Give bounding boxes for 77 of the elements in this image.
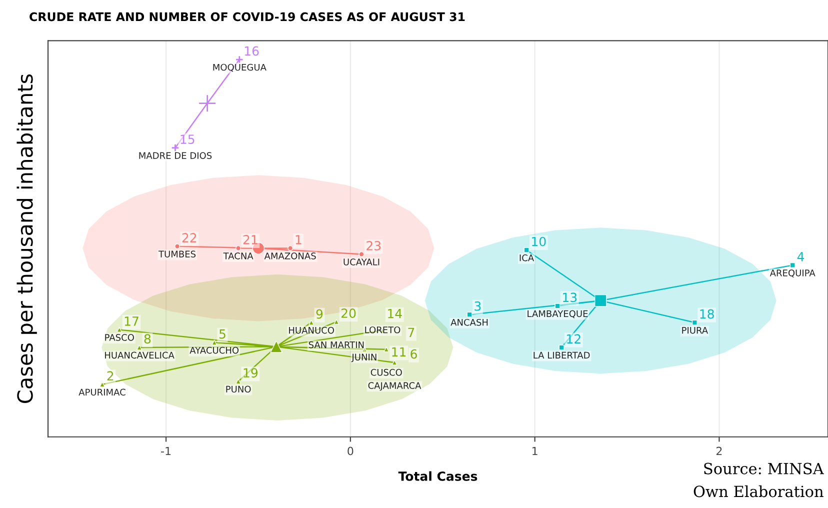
point (466, 312, 472, 318)
chart-title: CRUDE RATE AND NUMBER OF COVID-19 CASES AS OF AUGUST 31 (30, 12, 465, 22)
annotation: 18 (700, 309, 714, 319)
annotation: CAJAMARCA (368, 382, 422, 391)
point (392, 360, 398, 366)
annotation: 13 (563, 292, 577, 302)
annotation: 2 (107, 371, 114, 380)
annotation: 14 (388, 309, 402, 318)
x-tick-label: 1 (532, 446, 538, 456)
annotation: 22 (182, 233, 196, 242)
point (334, 319, 340, 325)
point (236, 245, 242, 251)
annotation: HUANUCO (289, 326, 334, 334)
annotation: 19 (244, 368, 258, 378)
annotation: AREQUIPA (770, 270, 816, 278)
point (594, 294, 607, 307)
point (692, 320, 698, 326)
annotation: PASCO (105, 334, 134, 341)
point (198, 94, 216, 112)
annotation: 21 (243, 234, 258, 244)
annotation: UCAYALI (344, 258, 380, 266)
point (116, 326, 122, 332)
point (174, 244, 180, 250)
point (212, 340, 218, 346)
annotation: ICA (520, 254, 534, 262)
point (270, 340, 282, 353)
annotation: 12 (567, 334, 580, 344)
point (558, 344, 564, 350)
annotation: MOQUEGUA (213, 64, 266, 72)
annotation: PUNO (226, 386, 251, 393)
x-axis-title: Total Cases (398, 471, 478, 481)
annotation: 7 (408, 328, 414, 338)
annotation: 4 (797, 252, 804, 262)
annotation: AYACUCHO (190, 346, 239, 354)
annotation: 3 (474, 301, 481, 311)
annotation: LAMBAYEQUE (528, 310, 588, 318)
source-note: Source: MINSA (704, 462, 824, 474)
y-axis-title: Cases per thousand inhabitants (16, 74, 37, 403)
annotation: JUNIN (351, 354, 376, 362)
x-tick-label: 0 (348, 446, 354, 456)
point (171, 144, 180, 152)
text: Own Elaboration (694, 485, 824, 498)
point (358, 251, 364, 257)
annotation: 23 (366, 240, 381, 250)
annotation: 6 (410, 349, 417, 359)
annotation: 1 (296, 235, 302, 244)
point (524, 247, 530, 253)
annotation: APURIMAC (78, 388, 126, 396)
annotation: TACNA (223, 252, 254, 260)
annotation: TUMBES (158, 250, 196, 258)
x-tick-label: 2 (716, 446, 722, 456)
point (236, 378, 242, 384)
point (384, 346, 390, 352)
point (308, 320, 314, 326)
annotation: 20 (341, 308, 356, 318)
annotation: SAN MARTIN (308, 341, 364, 348)
annotation: 16 (244, 46, 259, 56)
annotation: 5 (219, 329, 226, 339)
annotation: 8 (144, 334, 151, 344)
x-tick-label: -1 (161, 446, 171, 456)
annotation: 17 (124, 316, 138, 326)
annotation: 9 (316, 309, 323, 319)
point (235, 55, 244, 64)
annotation: AMAZONAS (264, 252, 316, 260)
point (288, 245, 294, 251)
annotation: LA LIBERTAD (534, 352, 590, 358)
annotation: 10 (532, 236, 546, 246)
annotation: 11 (392, 347, 406, 356)
annotation: PIURA (682, 326, 708, 334)
annotation: 15 (180, 134, 194, 144)
annotation: HUANCAVELICA (105, 352, 174, 359)
point (136, 344, 142, 350)
annotation: ANCASH (450, 318, 488, 326)
annotation: MADRE DE DIOS (139, 152, 212, 159)
point (554, 303, 560, 309)
annotation: LORETO (365, 326, 400, 334)
annotation: CUSCO (370, 368, 402, 376)
